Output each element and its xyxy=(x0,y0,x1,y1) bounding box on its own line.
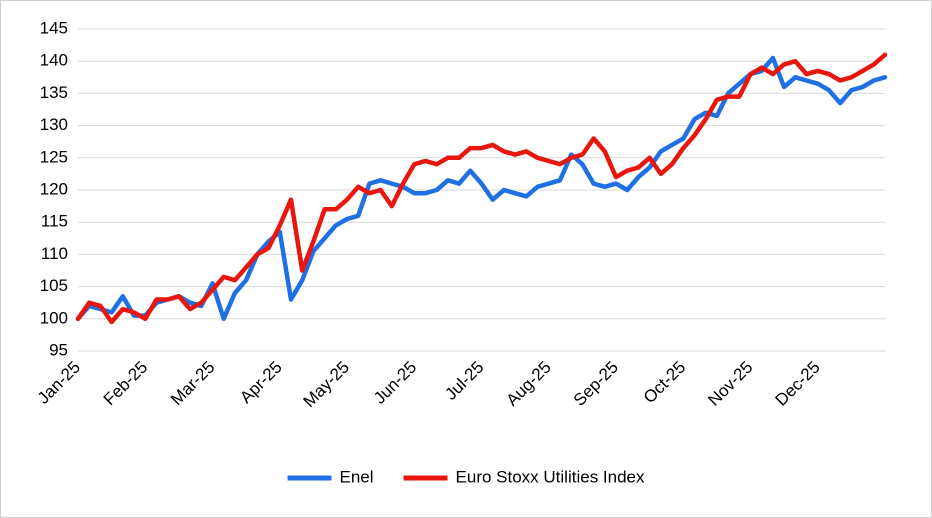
y-tick-label: 110 xyxy=(41,244,68,263)
y-tick-label: 125 xyxy=(40,147,68,166)
y-tick-label: 140 xyxy=(40,51,68,70)
y-tick-label: 135 xyxy=(40,83,68,102)
legend-label: Euro Stoxx Utilities Index xyxy=(456,467,645,486)
line-series xyxy=(75,52,888,325)
y-tick-label: 100 xyxy=(40,308,68,327)
y-tick-label: 115 xyxy=(41,212,68,231)
y-tick-label: 145 xyxy=(40,18,68,37)
y-tick-label: 105 xyxy=(40,276,68,295)
y-tick-label: 95 xyxy=(49,340,68,359)
y-tick-label: 120 xyxy=(40,179,68,198)
legend: Enel Euro Stoxx Utilities Index xyxy=(287,467,645,486)
y-tick-label: 130 xyxy=(40,115,68,134)
legend-label: Enel xyxy=(340,467,374,486)
